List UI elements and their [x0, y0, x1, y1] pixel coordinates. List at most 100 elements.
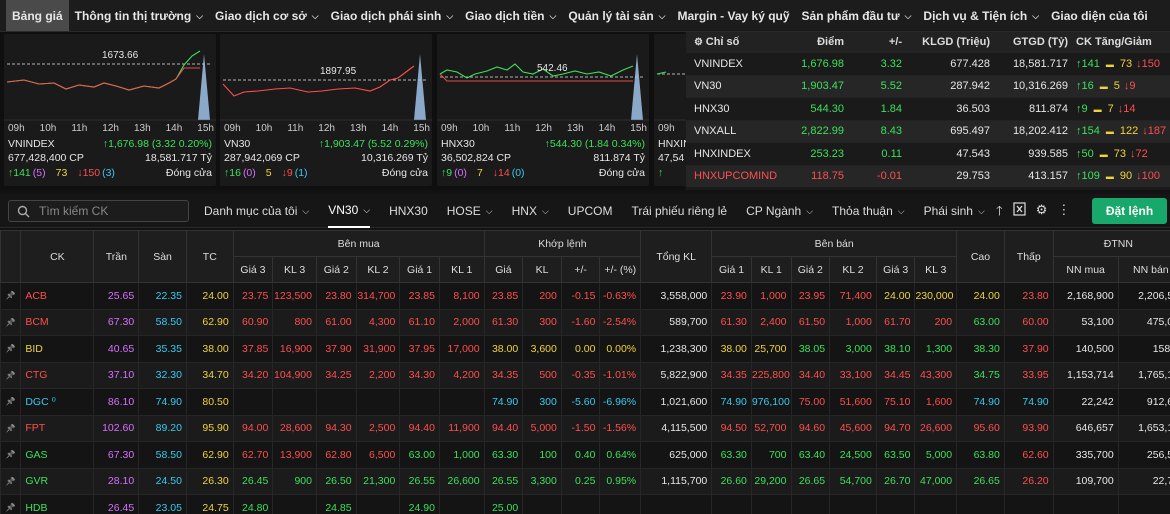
- chart-line-2: 36,502,824 CP 811.874 Tỷ: [441, 152, 645, 164]
- nav-item-2[interactable]: Giao dịch cơ sở ⌵: [209, 0, 325, 31]
- col-p2: Giá 2: [315, 256, 357, 283]
- tab-th-a-thu-n[interactable]: Thỏa thuận ⌵: [832, 194, 905, 228]
- nav-item-9[interactable]: Giao diện của tôi: [1045, 0, 1154, 31]
- index-name: VN30: [694, 80, 722, 93]
- index-col-volume: KLGD (Triệu): [922, 36, 990, 48]
- index-volume: 47.543: [956, 147, 990, 160]
- chart-volume: 287,942,069 CP: [224, 152, 300, 164]
- tab-tr-i-phi-u-ri-ng-l-[interactable]: Trái phiếu riêng lẻ: [631, 194, 727, 228]
- index-row[interactable]: HNXINDEX 253.23 0.11 47.543 939.585 ↑50 ▬ 73 ↓72: [686, 142, 1170, 165]
- ask-price-3: 94.70: [875, 414, 916, 442]
- col-mp: Giá: [483, 256, 524, 283]
- index-row[interactable]: VNINDEX 1,676.98 3.32 677.428 18,581.717 ↑141…: [686, 52, 1170, 75]
- stock-row[interactable]: 📌 GAS 67.30 58.50 62.90 62.70 13,900 62.80 6,500…: [0, 441, 1170, 469]
- nav-item-label: Margin - Vay ký quỹ: [677, 8, 790, 23]
- nav-item-6[interactable]: Margin - Vay ký quỹ: [672, 0, 796, 31]
- reference-price: 26.30: [185, 467, 234, 495]
- chart-up-count: ↑16: [224, 167, 241, 179]
- pin-icon[interactable]: 📌: [0, 361, 22, 389]
- stock-row[interactable]: 📌 BCM 67.30 58.50 62.90 60.90 800 61.00 4,300 61.…: [0, 308, 1170, 336]
- stock-row[interactable]: 📌 DGC ⁰ 86.10 74.90 80.50 74.90 300 -5.60 -6.96%…: [0, 388, 1170, 416]
- floor-price: 74.90: [138, 388, 187, 416]
- change-percent: -1.56%: [599, 414, 642, 442]
- chart-line-2: 677,428,400 CP 18,581.717 Tỷ: [8, 152, 212, 164]
- settings-gear-icon[interactable]: ⚙: [694, 37, 706, 48]
- nav-item-5[interactable]: Quản lý tài sản ⌵: [562, 0, 671, 31]
- place-order-button[interactable]: Đặt lệnh: [1092, 198, 1167, 224]
- stock-row[interactable]: 📌 BID 40.65 35.35 38.00 37.85 16,900 37.90 31,90…: [0, 335, 1170, 363]
- col-fbuy: NN mua: [1052, 256, 1119, 283]
- index-volume: 36.503: [956, 102, 990, 115]
- total-volume: 1,238,300: [640, 335, 713, 363]
- more-menu-icon[interactable]: ⋮: [1057, 202, 1071, 217]
- stock-row[interactable]: 📌 ACB 25.65 22.35 24.00 23.75 123,500 23.80 314,…: [0, 282, 1170, 310]
- col-sp1: Giá 1: [711, 256, 752, 283]
- bid-volume-3: 28,600: [272, 414, 317, 442]
- stock-row[interactable]: 📌 CTG 37.10 32.30 34.70 34.20 104,900 34.25 2,20…: [0, 361, 1170, 389]
- chart-ref-label: 542.46: [537, 63, 568, 74]
- pin-icon[interactable]: 📌: [0, 308, 22, 336]
- index-row[interactable]: VNXALL 2,822.99 8.43 695.497 18,202.412 ↑154 ▬…: [686, 119, 1170, 142]
- breadth-up: ↑141: [1076, 57, 1100, 70]
- index-chart-0[interactable]: 1673.66 09h 10h 11h 12h 13h 14h 15h VNINDEX ↑1,67…: [4, 34, 216, 186]
- change-percent: 0.95%: [599, 467, 642, 495]
- scroll-top-icon[interactable]: 🡑: [996, 203, 1003, 218]
- index-value: 811.874: [1029, 102, 1068, 115]
- chart-index-change: ↑1,903.47 (5.52 0.29%): [318, 138, 428, 150]
- nav-item-3[interactable]: Giao dịch phái sinh ⌵: [325, 0, 460, 31]
- settings-gear-icon[interactable]: ⚙: [1035, 202, 1048, 217]
- bid-price-1: 26.55: [399, 467, 440, 495]
- stock-row[interactable]: 📌 FPT 102.60 89.20 95.90 94.00 28,600 94.30 2,50…: [0, 414, 1170, 442]
- pin-icon[interactable]: 📌: [0, 467, 22, 495]
- index-row[interactable]: HNX30 544.30 1.84 36.503 811.874 ↑9 ▬ 7 ↓14: [686, 97, 1170, 120]
- ceiling-price: 37.10: [93, 361, 140, 389]
- index-point: 118.75: [811, 170, 844, 183]
- ask-volume-1: 976,100: [750, 388, 792, 416]
- tab-label: Thỏa thuận: [832, 204, 893, 218]
- chart-breadth: ↑16 (0) 5 ↓9 (1): [224, 167, 310, 179]
- change-percent: 0.00%: [599, 335, 642, 363]
- bid-volume-3: 900: [272, 467, 317, 495]
- ask-price-3: 75.10: [875, 388, 916, 416]
- tab-cp-ng-nh[interactable]: CP Ngành ⌵: [746, 194, 813, 228]
- nav-item-8[interactable]: Dịch vụ & Tiện ích ⌵: [917, 0, 1045, 31]
- pin-icon[interactable]: 📌: [0, 282, 22, 310]
- nav-item-1[interactable]: Thông tin thị trường ⌵: [69, 0, 209, 31]
- col-sv1: KL 1: [750, 256, 792, 283]
- matched-volume: 300: [522, 388, 562, 416]
- index-chart-2[interactable]: 542.46 09h 10h 11h 12h 13h 14h 15h HNX30 ↑544.30 …: [437, 34, 649, 186]
- nav-item-7[interactable]: Sản phẩm đầu tư ⌵: [796, 0, 918, 31]
- tab-hnx30[interactable]: HNX30: [389, 194, 428, 228]
- pin-icon[interactable]: 📌: [0, 388, 22, 416]
- nav-item-0[interactable]: Bảng giá: [6, 0, 69, 31]
- bid-volume-1: 8,100: [438, 282, 485, 310]
- high-price: 95.60: [956, 414, 1005, 442]
- pin-col-header: [0, 230, 22, 283]
- index-chart-1[interactable]: 1897.95 09h 10h 11h 12h 13h 14h 15h VN30 ↑1,903.4…: [220, 34, 432, 186]
- pin-icon[interactable]: 📌: [0, 441, 22, 469]
- pin-icon[interactable]: 📌: [0, 494, 22, 514]
- tab-hose[interactable]: HOSE ⌵: [447, 194, 493, 228]
- bid-volume-3: 16,900: [272, 335, 317, 363]
- ask-volume-1: 29,200: [750, 467, 792, 495]
- chart-ref-label: 1897.95: [320, 66, 357, 77]
- tab-hnx[interactable]: HNX ⌵: [512, 194, 549, 228]
- stock-row[interactable]: 📌 GVR 28.10 24.50 26.30 26.45 900 26.50 21,300 26…: [0, 467, 1170, 495]
- search-input[interactable]: Tìm kiếm CK: [8, 200, 189, 222]
- tab-vn30[interactable]: VN30 ⌵: [328, 194, 371, 228]
- pin-icon[interactable]: 📌: [0, 414, 22, 442]
- index-change: 1.84: [880, 102, 902, 115]
- col-sv2: KL 2: [829, 256, 877, 283]
- stock-row[interactable]: 📌 HDB 26.45 23.05 24.75 24.80 24.85 24.90 25.00: [0, 494, 1170, 514]
- excel-export-icon[interactable]: [1013, 202, 1026, 224]
- pin-icon[interactable]: 📌: [0, 335, 22, 363]
- tab-ph-i-sinh[interactable]: Phái sinh ⌵: [924, 194, 985, 228]
- index-row[interactable]: HNXUPCOMINDEX118.75-0.0129.753413.157↑10…: [686, 164, 1170, 187]
- nav-item-4[interactable]: Giao dịch tiền ⌵: [459, 0, 562, 31]
- tab-upcom[interactable]: UPCOM: [568, 194, 613, 228]
- ask-price-2: 94.60: [790, 414, 831, 442]
- chevron-down-icon: ⌵: [977, 205, 985, 216]
- index-row[interactable]: VN30 1,903.47 5.52 287.942 10,316.269 ↑16 ▬ 5 ↓9: [686, 74, 1170, 97]
- tab-danh-m-c-c-a-t-i[interactable]: Danh mục của tôi ⌵: [204, 194, 309, 228]
- chart-ref-count: 5: [265, 167, 272, 179]
